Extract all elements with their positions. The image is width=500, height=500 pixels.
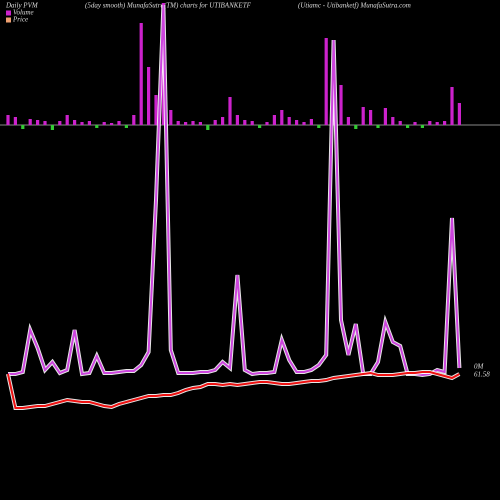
price-line xyxy=(7,371,460,409)
pvm-line xyxy=(8,4,461,377)
volume-bar xyxy=(139,23,143,125)
chart-label: Daily PVM xyxy=(5,2,39,10)
volume-bar xyxy=(406,125,410,128)
volume-bar xyxy=(243,120,247,125)
volume-bar xyxy=(235,115,239,125)
volume-bar xyxy=(428,121,432,125)
annotation: 0M xyxy=(474,363,485,371)
volume-bar xyxy=(443,121,447,125)
legend-swatch xyxy=(6,10,11,16)
volume-bar xyxy=(176,121,180,125)
volume-bar xyxy=(369,110,373,125)
volume-bar xyxy=(317,125,321,128)
volume-bar xyxy=(420,125,424,128)
volume-bar xyxy=(95,125,99,128)
volume-bar xyxy=(117,121,121,125)
volume-bar xyxy=(80,122,84,125)
volume-bar xyxy=(87,121,91,125)
annotation: 61.58 xyxy=(474,371,490,379)
volume-bar xyxy=(132,115,136,125)
volume-bar xyxy=(221,117,225,125)
volume-bar xyxy=(13,117,17,125)
volume-bar xyxy=(354,125,358,129)
volume-bar xyxy=(228,97,232,125)
volume-bar xyxy=(457,103,461,125)
volume-bar xyxy=(398,121,402,125)
volume-bar xyxy=(169,110,173,125)
volume-bar xyxy=(154,95,158,125)
volume-bar xyxy=(198,122,202,125)
volume-bar xyxy=(213,120,217,125)
volume-bar xyxy=(191,121,195,125)
volume-bar xyxy=(50,125,54,130)
chart-title: (5day smooth) MunafaSutra(TM) charts for… xyxy=(85,2,252,10)
volume-bar xyxy=(383,108,387,125)
volume-bar xyxy=(110,123,114,125)
volume-bar xyxy=(258,125,262,128)
volume-bar xyxy=(73,120,77,125)
volume-bar xyxy=(206,125,210,130)
volume-bar xyxy=(36,120,40,125)
volume-bar xyxy=(6,115,10,125)
volume-bar xyxy=(184,122,188,125)
volume-bar xyxy=(339,85,343,125)
chart-subtitle: (Utiamc - Utibanketf) MunafaSutra.com xyxy=(298,2,411,10)
volume-bar xyxy=(302,122,306,125)
volume-bar xyxy=(361,107,365,125)
legend-label: Volume xyxy=(13,9,34,17)
volume-bar xyxy=(435,122,439,125)
volume-bar xyxy=(309,119,313,125)
volume-bar xyxy=(287,117,291,125)
volume-bar xyxy=(58,121,62,125)
volume-bar xyxy=(28,119,32,125)
volume-bar xyxy=(280,110,284,125)
volume-bar xyxy=(102,122,106,125)
volume-bar xyxy=(376,125,380,128)
volume-bar xyxy=(250,121,254,125)
legend-swatch xyxy=(6,17,11,23)
volume-bar xyxy=(43,121,47,125)
volume-bar xyxy=(124,125,128,128)
volume-bar xyxy=(391,117,395,125)
legend-label: Price xyxy=(12,16,28,24)
volume-bar xyxy=(346,117,350,125)
volume-bar xyxy=(295,120,299,125)
volume-bar xyxy=(450,87,454,125)
volume-bar xyxy=(147,67,151,125)
volume-bar xyxy=(413,122,417,125)
volume-bar xyxy=(21,125,25,129)
volume-bar xyxy=(272,115,276,125)
line-glow xyxy=(6,370,461,410)
volume-bar xyxy=(65,115,69,125)
volume-bar xyxy=(324,38,328,125)
volume-bar xyxy=(265,122,269,125)
